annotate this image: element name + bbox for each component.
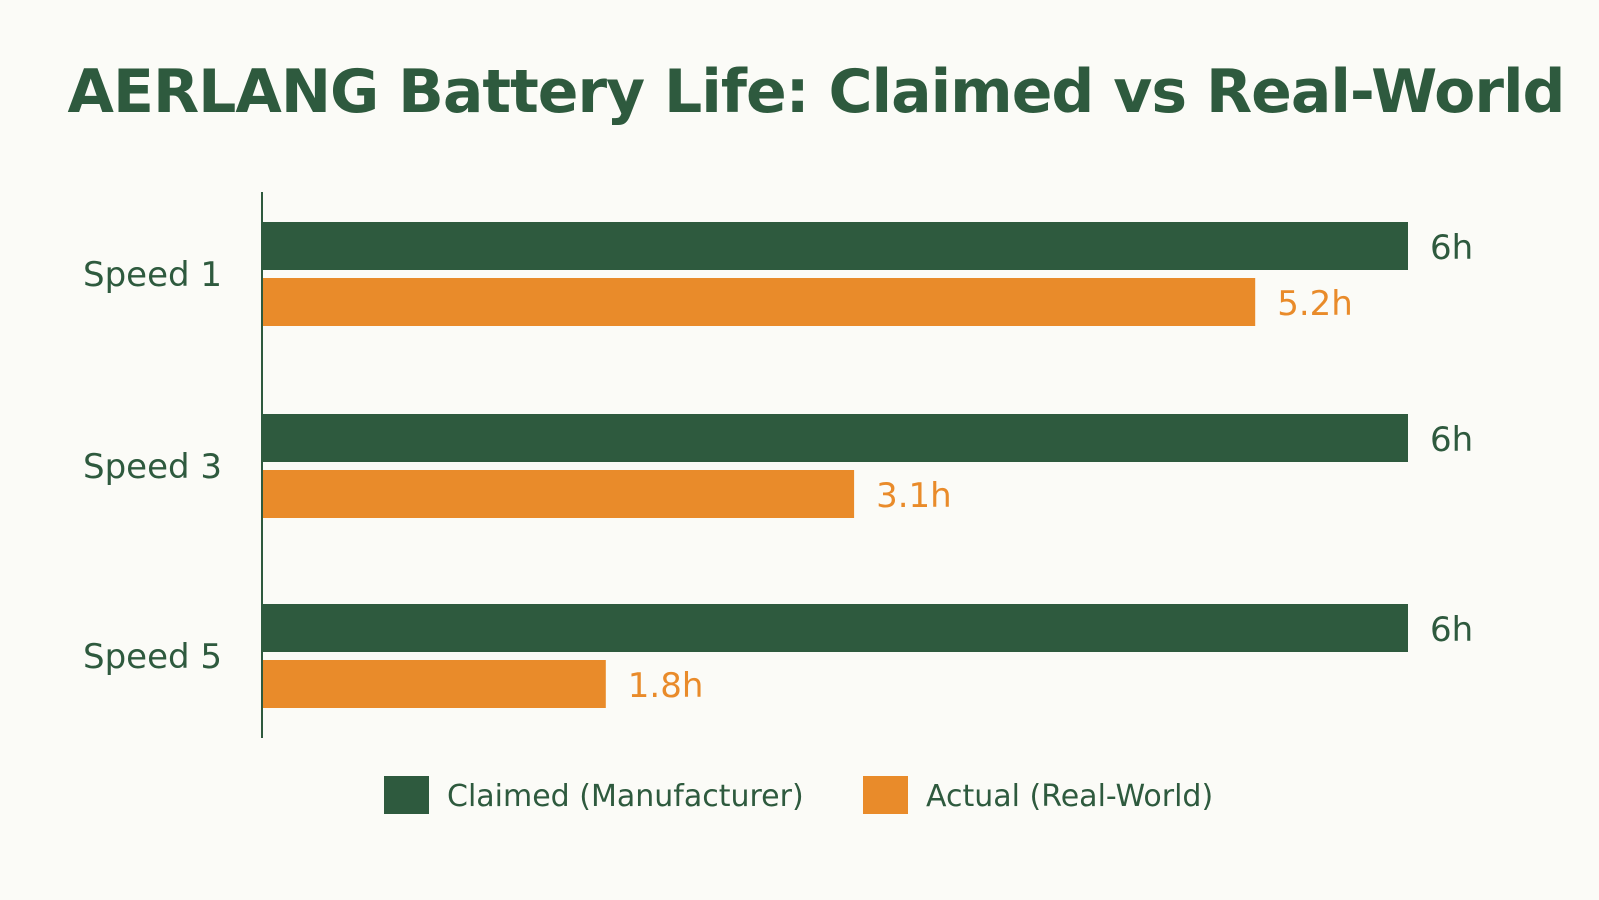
bar-claimed-speed-5 (262, 604, 1408, 652)
value-label-claimed-speed-5: 6h (1430, 610, 1473, 650)
category-label-speed-3: Speed 3 (83, 447, 222, 487)
bar-actual-speed-5 (262, 660, 606, 708)
bar-actual-speed-1 (262, 278, 1256, 326)
category-label-speed-1: Speed 1 (83, 255, 222, 295)
bars (262, 222, 1408, 708)
legend-swatch-actual (863, 776, 908, 814)
legend-swatch-claimed (384, 776, 429, 814)
legend-label-claimed: Claimed (Manufacturer) (447, 779, 804, 814)
category-label-speed-5: Speed 5 (83, 637, 222, 677)
bar-claimed-speed-1 (262, 222, 1408, 270)
legend-label-actual: Actual (Real-World) (926, 779, 1213, 814)
value-label-claimed-speed-1: 6h (1430, 228, 1473, 268)
chart-title: AERLANG Battery Life: Claimed vs Real-Wo… (68, 57, 1565, 127)
value-labels: 6h 5.2h 6h 3.1h 6h 1.8h (628, 228, 1473, 706)
value-label-actual-speed-1: 5.2h (1277, 284, 1353, 324)
bar-claimed-speed-3 (262, 414, 1408, 462)
bar-actual-speed-3 (262, 470, 855, 518)
category-labels: Speed 1 Speed 3 Speed 5 (83, 255, 222, 677)
value-label-actual-speed-3: 3.1h (876, 476, 952, 516)
value-label-claimed-speed-3: 6h (1430, 420, 1473, 460)
value-label-actual-speed-5: 1.8h (628, 666, 704, 706)
legend: Claimed (Manufacturer) Actual (Real-World… (384, 776, 1213, 814)
